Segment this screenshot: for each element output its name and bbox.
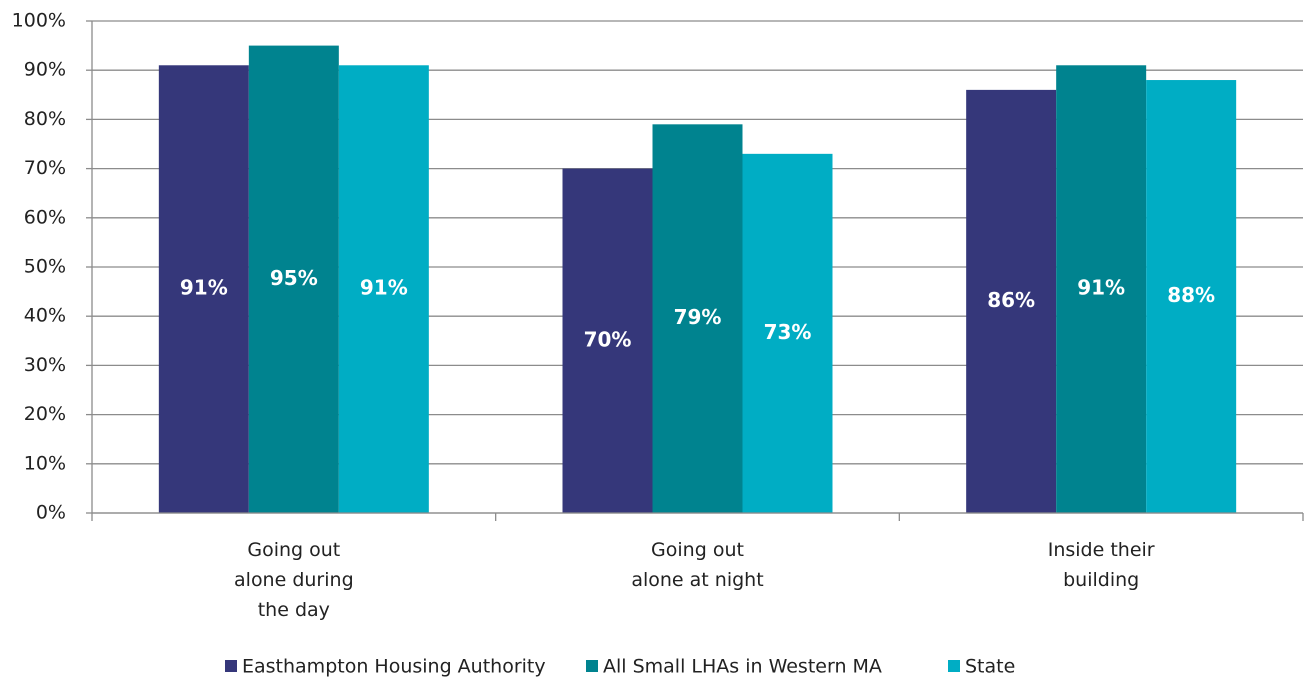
bar	[158, 65, 249, 513]
data-label: 88%	[1167, 283, 1215, 307]
bar	[1056, 65, 1147, 513]
data-label: 95%	[270, 266, 318, 290]
legend-label: State	[965, 656, 1015, 678]
y-tick-label: 10%	[24, 452, 66, 474]
x-tick-label: Inside their building	[1048, 539, 1155, 591]
y-tick-label: 20%	[24, 403, 66, 425]
legend-swatch	[948, 660, 960, 672]
y-tick-label: 0%	[36, 502, 66, 524]
y-tick-label: 100%	[12, 10, 66, 32]
y-tick-label: 80%	[24, 108, 66, 130]
x-tick-label: Going out alone at night	[631, 539, 763, 591]
bar	[562, 168, 653, 513]
data-label: 91%	[1077, 276, 1125, 300]
bar	[1146, 80, 1237, 513]
legend-swatch	[225, 660, 237, 672]
data-label: 91%	[180, 276, 228, 300]
data-label: 86%	[987, 288, 1035, 312]
bar	[338, 65, 429, 513]
legend-swatch	[586, 660, 598, 672]
data-label: 73%	[764, 320, 812, 344]
y-tick-label: 60%	[24, 206, 66, 228]
bar	[652, 124, 743, 513]
y-tick-label: 50%	[24, 256, 66, 278]
y-tick-label: 90%	[24, 59, 66, 81]
legend-label: Easthampton Housing Authority	[242, 656, 546, 678]
y-tick-label: 30%	[24, 354, 66, 376]
y-tick-label: 70%	[24, 157, 66, 179]
y-tick-label: 40%	[24, 305, 66, 327]
bar	[966, 89, 1057, 513]
legend-label: All Small LHAs in Western MA	[603, 656, 882, 678]
data-label: 91%	[360, 276, 408, 300]
data-label: 70%	[584, 327, 632, 351]
data-label: 79%	[674, 305, 722, 329]
bar	[742, 153, 833, 513]
x-tick-label: Going out alone during the day	[234, 539, 354, 621]
bar	[248, 45, 339, 513]
